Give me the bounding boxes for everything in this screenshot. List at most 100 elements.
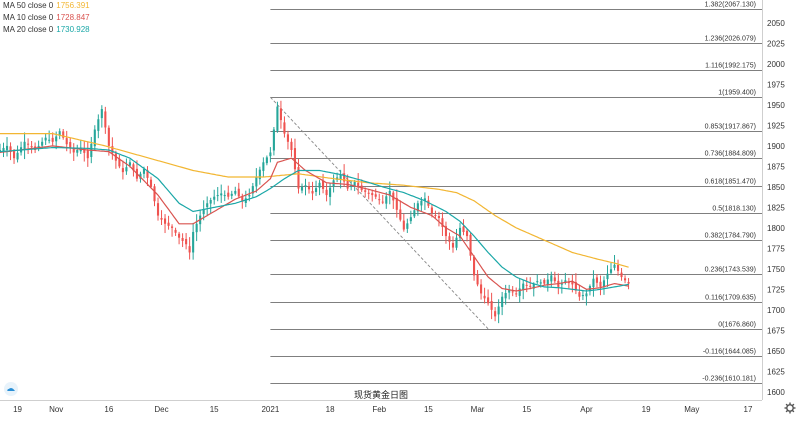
candle-down [616, 264, 620, 271]
candle-up [97, 119, 100, 131]
candle-up [508, 289, 511, 293]
candle-down [511, 291, 514, 293]
candle-up [501, 296, 504, 307]
candle-down [595, 277, 599, 283]
candle-up [76, 150, 79, 153]
fib-level-label: 0.236(1743.539) [705, 267, 756, 274]
candle-down [480, 284, 483, 294]
price-tick-label: 1700 [767, 306, 785, 315]
candle-down [574, 282, 577, 291]
time-tick-label: 15 [210, 405, 219, 414]
candle-down [543, 279, 546, 284]
candle-up [5, 145, 9, 151]
candle-down [448, 236, 451, 242]
time-tick-label: Nov [49, 405, 63, 414]
candle-up [223, 195, 226, 197]
candle-down [567, 282, 570, 284]
legend-ma10-label: MA 10 close 0 [3, 13, 54, 22]
fib-level-label: -0.116(1644.085) [703, 349, 756, 356]
price-tick-label: 2050 [767, 19, 785, 28]
candle-up [0, 150, 2, 151]
candle-up [258, 169, 261, 180]
tradingview-logo-icon[interactable] [4, 382, 18, 396]
candle-down [307, 186, 311, 190]
fib-level-label: 0.618(1851.470) [705, 179, 756, 186]
candle-down [469, 234, 472, 256]
candle-up [409, 217, 412, 222]
candle-down [451, 243, 455, 248]
legend-ma20-label: MA 20 close 0 [3, 25, 54, 34]
fib-level-lines: 1.382(2067.130) 1.236(2026.079) 1.116(1992… [270, 2, 762, 384]
price-tick-label: 1625 [767, 367, 785, 376]
candle-down [167, 222, 170, 226]
candle-down [378, 199, 381, 201]
candle-up [560, 283, 563, 285]
candle-up [209, 200, 212, 204]
price-tick-label: 1900 [767, 142, 785, 151]
candle-up [58, 131, 61, 136]
candle-up [216, 195, 219, 197]
candle-down [104, 111, 107, 128]
candle-up [23, 141, 26, 150]
candle-down [444, 226, 448, 237]
candle-down [473, 256, 476, 276]
time-tick-label: Mar [471, 405, 485, 414]
candle-up [522, 283, 525, 290]
candle-up [100, 109, 103, 119]
candle-up [539, 282, 542, 284]
legend-ma10[interactable]: MA 10 close 0 1728.847 [3, 12, 90, 24]
candle-up [532, 284, 535, 289]
candle-up [388, 190, 391, 196]
candle-down [367, 192, 370, 194]
candle-down [283, 122, 286, 134]
candle-up [300, 186, 304, 191]
candle-down [83, 148, 86, 153]
candle-up [244, 198, 247, 203]
chart-title: 现货黄金日图 [353, 390, 408, 400]
legend-ma50-value: 1756.391 [56, 1, 90, 10]
price-tick-label: 1775 [767, 244, 785, 253]
fib-level-label: 0.382(1784.790) [705, 233, 756, 240]
candle-up [41, 141, 44, 146]
fib-level-label: 1(1959.400) [718, 90, 756, 97]
candle-down [529, 285, 532, 287]
candle-down [279, 108, 282, 121]
candle-down [381, 201, 384, 203]
ma-legend: MA 50 close 0 1756.391 MA 10 close 0 1728.… [3, 0, 90, 36]
candle-up [455, 237, 458, 248]
fib-trendline [270, 96, 489, 330]
candle-down [132, 164, 135, 171]
settings-gear-icon[interactable] [784, 402, 796, 414]
time-tick-label: 15 [522, 405, 531, 414]
ma10-line [0, 145, 629, 292]
legend-ma10-value: 1728.847 [56, 13, 90, 22]
fib-level-label: 1.116(1992.175) [705, 63, 756, 70]
candle-down [623, 278, 627, 281]
time-tick-label: 15 [424, 405, 433, 414]
candle-up [546, 279, 549, 285]
candle-down [188, 246, 191, 253]
candle-down [156, 203, 160, 216]
price-tick-label: 1825 [767, 203, 785, 212]
legend-ma50[interactable]: MA 50 close 0 1756.391 [3, 0, 90, 12]
axes: 2050 2025 2000 1975 1950 1925 1900 1875 1850 1825… [0, 0, 785, 414]
price-tick-label: 2000 [767, 60, 785, 69]
candle-up [606, 273, 609, 280]
ma50-line [0, 133, 629, 268]
candle-down [620, 272, 623, 278]
candle-down [86, 150, 89, 159]
price-tick-label: 1975 [767, 80, 785, 89]
candle-down [174, 229, 177, 233]
candle-up [609, 269, 613, 273]
candle-down [121, 168, 124, 173]
time-tick-label: May [684, 405, 699, 414]
candle-up [220, 193, 223, 196]
candle-up [329, 187, 332, 197]
candle-down [51, 137, 54, 142]
candle-down [490, 300, 493, 310]
candle-up [585, 293, 588, 297]
legend-ma20[interactable]: MA 20 close 0 1730.928 [3, 24, 90, 36]
candle-up [142, 168, 146, 174]
moving-average-lines [0, 133, 629, 292]
